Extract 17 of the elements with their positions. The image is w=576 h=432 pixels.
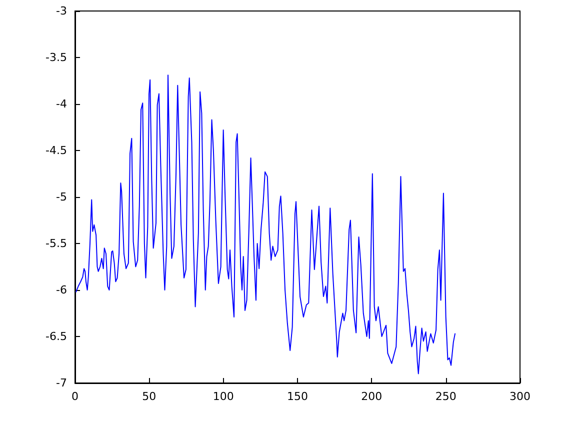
x-tick-label: 150 — [287, 390, 308, 403]
x-tick-label: 200 — [361, 390, 382, 403]
y-tick-label: -3 — [56, 4, 67, 18]
x-tick-label: 50 — [142, 390, 156, 403]
y-tick-label: -4 — [56, 98, 67, 110]
y-tick-label: -6 — [56, 284, 67, 296]
y-tick-label: -5 — [56, 190, 67, 204]
y-tick-label: -6.5 — [46, 330, 67, 343]
x-tick-label: 300 — [510, 390, 530, 403]
y-tick-label: -7 — [56, 376, 67, 390]
x-tick-label: 0 — [72, 390, 78, 403]
y-tick-label: -3.5 — [46, 51, 67, 64]
y-tick-label: -5.5 — [46, 237, 67, 250]
y-tick-label: -4.5 — [46, 144, 67, 157]
x-tick-label: 100 — [212, 390, 234, 403]
x-tick-label: 250 — [435, 390, 456, 403]
line-series — [76, 74, 456, 374]
